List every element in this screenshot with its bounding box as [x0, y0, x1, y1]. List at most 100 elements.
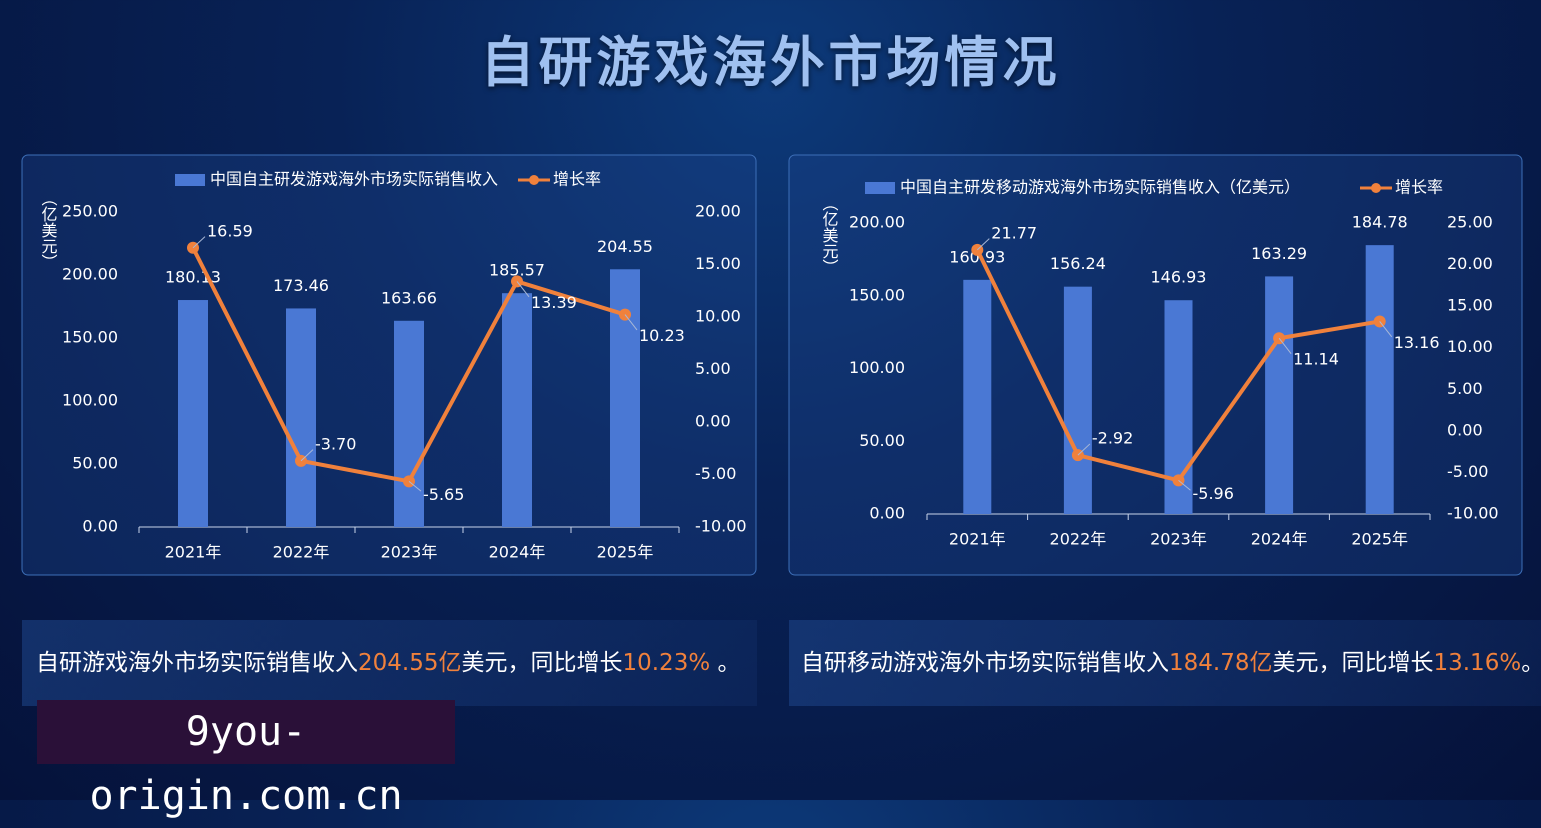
- y2-tick-label: 0.00: [695, 412, 731, 431]
- leader-line: [516, 281, 530, 298]
- y-tick-label: 200.00: [62, 265, 118, 284]
- leader-line: [624, 314, 638, 331]
- y2-tick-label: 5.00: [695, 359, 731, 378]
- bar: [286, 308, 316, 527]
- leader-line: [1178, 480, 1191, 491]
- bar-value-label: 163.66: [381, 288, 437, 307]
- x-tick-label: 2024年: [489, 543, 546, 562]
- y-tick-label: 50.00: [72, 454, 118, 473]
- y-axis-label: （亿美元）: [820, 195, 839, 275]
- line-value-label: 11.14: [1293, 350, 1339, 369]
- caption-text: 美元，同比增长: [1272, 650, 1434, 676]
- caption-text: 自研移动游戏海外市场实际销售收入: [801, 650, 1169, 676]
- page: 自研游戏海外市场情况 （亿美元） 0.00 50.00 100.00 150.00 200…: [0, 0, 1541, 800]
- y-tick-label: 150.00: [62, 328, 118, 347]
- bar: [178, 300, 208, 527]
- leader-line: [192, 236, 206, 249]
- y-tick-label: 100.00: [62, 391, 118, 410]
- leader-line: [1077, 443, 1091, 456]
- caption-text: 。: [710, 650, 741, 676]
- legend-swatch: [175, 174, 205, 186]
- caption-text: 。: [1521, 650, 1541, 676]
- legend-label: 增长率: [1395, 178, 1443, 197]
- watermark: 9you-origin.com.cn: [37, 700, 455, 819]
- y-axis-label: （亿美元）: [39, 190, 58, 270]
- legend-label: 增长率: [553, 170, 601, 189]
- caption-text: 自研游戏海外市场实际销售收入: [36, 650, 358, 676]
- panel: [21, 154, 757, 576]
- leader-line: [300, 449, 314, 462]
- line-value-label: -2.92: [1092, 429, 1133, 448]
- y2-tick-label: 5.00: [1447, 379, 1483, 398]
- y2-tick-label: 25.00: [1447, 213, 1493, 232]
- x-tick-label: 2025年: [1351, 530, 1408, 549]
- bar: [1265, 276, 1294, 514]
- line-value-label: 10.23: [639, 326, 685, 345]
- bar: [502, 293, 532, 527]
- y2-tick-label: -10.00: [695, 517, 747, 536]
- caption: 自研移动游戏海外市场实际销售收入184.78亿美元，同比增长13.16%。: [789, 620, 1541, 706]
- bar-value-label: 160.93: [949, 247, 1005, 266]
- bar: [610, 269, 640, 527]
- caption: 自研游戏海外市场实际销售收入204.55亿美元，同比增长10.23% 。: [22, 620, 757, 706]
- x-tick-label: 2022年: [273, 543, 330, 562]
- charts: （亿美元） 0.00 50.00 100.00 150.00 200.00 250.00 -1…: [21, 154, 1523, 576]
- x-tick-label: 2024年: [1251, 530, 1308, 549]
- y2-tick-label: -5.00: [1447, 462, 1488, 481]
- y-tick-label: 200.00: [849, 213, 905, 232]
- legend-label: 中国自主研发移动游戏海外市场实际销售收入（亿美元）: [900, 178, 1300, 197]
- bar-value-label: 184.78: [1352, 213, 1408, 232]
- y2-tick-label: 10.00: [695, 307, 741, 326]
- x-tick-label: 2021年: [165, 543, 222, 562]
- x-tick-label: 2023年: [1150, 530, 1207, 549]
- x-tick-label: 2021年: [949, 530, 1006, 549]
- caption-highlight: 13.16%: [1433, 650, 1522, 676]
- bar-value-label: 146.93: [1151, 268, 1207, 287]
- x-tick-label: 2023年: [381, 543, 438, 562]
- bar: [1365, 245, 1394, 515]
- legend-swatch: [865, 182, 895, 194]
- bar-value-label: 185.57: [489, 261, 545, 280]
- line-value-label: 13.39: [531, 293, 577, 312]
- y2-tick-label: -5.00: [695, 464, 736, 483]
- y-tick-label: 50.00: [859, 431, 905, 450]
- bar-value-label: 163.29: [1251, 244, 1307, 263]
- y2-tick-label: 0.00: [1447, 420, 1483, 439]
- bar: [394, 320, 424, 527]
- y-tick-label: 150.00: [849, 285, 905, 304]
- bar: [963, 279, 992, 514]
- y2-tick-label: 15.00: [695, 254, 741, 273]
- bar: [1063, 286, 1092, 514]
- line-value-label: -5.65: [423, 485, 464, 504]
- y2-tick-label: 10.00: [1447, 337, 1493, 356]
- legend-swatch: [529, 175, 539, 185]
- legend-swatch: [1371, 183, 1381, 193]
- y-tick-label: 250.00: [62, 202, 118, 221]
- y2-tick-label: 20.00: [695, 202, 741, 221]
- leader-line: [1278, 337, 1292, 354]
- bar-value-label: 204.55: [597, 237, 653, 256]
- caption-highlight: 184.78亿: [1169, 650, 1273, 676]
- line-value-label: -5.96: [1193, 484, 1234, 503]
- y-tick-label: 0.00: [82, 517, 118, 536]
- y2-tick-label: -10.00: [1447, 504, 1499, 523]
- leader-line: [976, 238, 990, 251]
- y-tick-label: 100.00: [849, 358, 905, 377]
- x-tick-label: 2022年: [1050, 530, 1107, 549]
- leader-line: [408, 480, 422, 492]
- caption-text: 美元，同比增长: [461, 650, 623, 676]
- caption-highlight: 204.55亿: [358, 650, 462, 676]
- line-value-label: -3.70: [315, 434, 356, 453]
- bar-value-label: 156.24: [1050, 254, 1106, 273]
- y2-tick-label: 15.00: [1447, 296, 1493, 315]
- line-value-label: 13.16: [1394, 333, 1440, 352]
- x-tick-label: 2025年: [597, 543, 654, 562]
- caption-highlight: 10.23%: [622, 650, 711, 676]
- line-value-label: 16.59: [207, 221, 253, 240]
- legend-label: 中国自主研发游戏海外市场实际销售收入: [210, 170, 498, 189]
- y-tick-label: 0.00: [869, 504, 905, 523]
- y2-tick-label: 20.00: [1447, 254, 1493, 273]
- leader-line: [1379, 321, 1393, 338]
- line-value-label: 21.77: [991, 223, 1037, 242]
- bar-value-label: 173.46: [273, 276, 329, 295]
